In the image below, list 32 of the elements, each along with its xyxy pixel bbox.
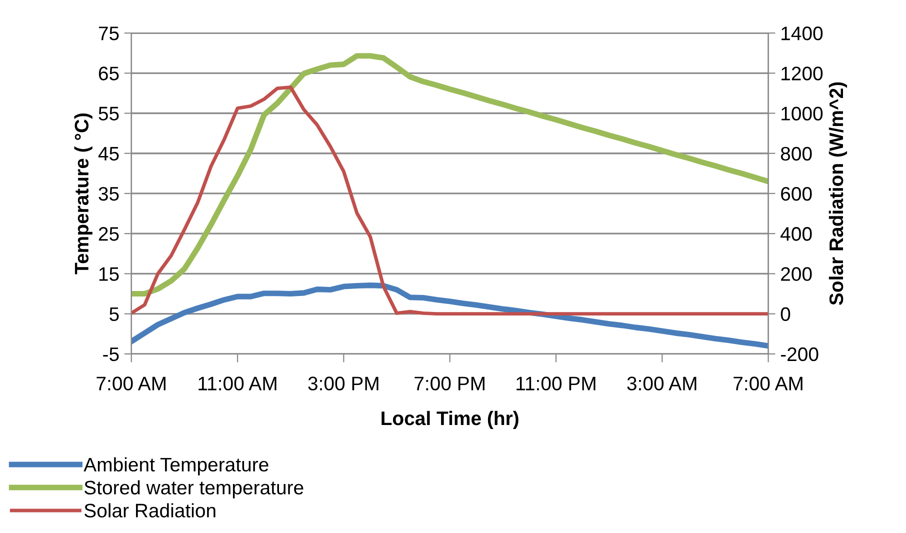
y-tick-label: -5 xyxy=(103,348,119,362)
y2-axis-title: Solar Radiation (W/m^2) xyxy=(828,82,848,306)
x-tick-label: 11:00 AM xyxy=(198,376,276,390)
y2-tick-label: 600 xyxy=(781,186,812,201)
x-tick-label: 3:00 AM xyxy=(627,376,696,390)
y2-tick-label: 200 xyxy=(781,267,812,281)
y2-tick-label: 1400 xyxy=(782,26,823,40)
y-tick-label: 45 xyxy=(98,147,119,161)
x-tick-label: 3:00 PM xyxy=(308,376,378,390)
legend-label: Solar Radiation xyxy=(84,503,216,518)
y2-tick-label: 1200 xyxy=(782,66,823,80)
x-tick-label: 7:00 AM xyxy=(96,376,166,390)
y2-tick-label: 1000 xyxy=(782,106,823,120)
x-tick-label: 7:00 AM xyxy=(734,376,802,390)
x-tick-label: 11:00 PM xyxy=(516,376,596,390)
y-tick-label: 5 xyxy=(110,307,119,322)
line-series xyxy=(131,85,768,316)
y-axis-title: Temperature ( °C) xyxy=(74,113,92,274)
y-tick-label: 25 xyxy=(98,227,119,241)
y2-tick-label: 0 xyxy=(780,307,790,322)
y2-tick-label: 400 xyxy=(780,227,812,241)
x-axis-title: Local Time (hr) xyxy=(382,410,518,430)
y-tick-label: 35 xyxy=(98,186,119,201)
y-tick-label: 55 xyxy=(98,106,119,120)
y-tick-label: 75 xyxy=(98,26,119,40)
y2-tick-label: -200 xyxy=(780,347,818,362)
legend-label: Ambient Temperature xyxy=(84,457,268,476)
y2-tick-label: 800 xyxy=(780,146,812,161)
y-tick-label: 15 xyxy=(99,267,119,281)
legend-label: Stored water temperature xyxy=(84,480,304,498)
y-tick-label: 65 xyxy=(98,66,119,80)
x-tick-label: 7:00 PM xyxy=(414,376,484,390)
